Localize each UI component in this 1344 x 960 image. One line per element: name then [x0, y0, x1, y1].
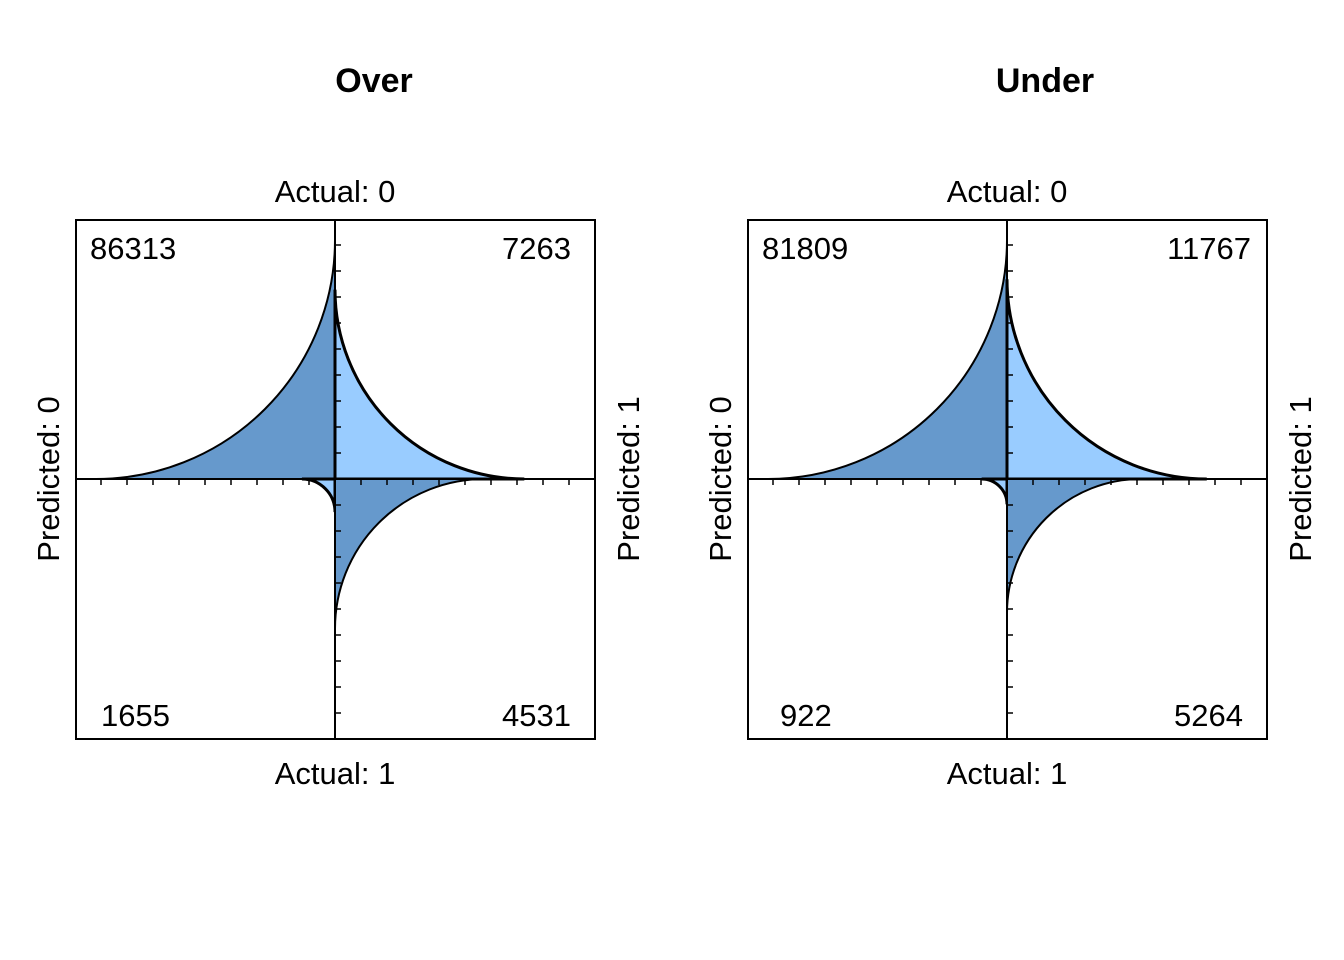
count-bottom-left: 1655: [101, 698, 170, 733]
chart-title: Under: [996, 62, 1094, 100]
quarter-bottom-left: [981, 477, 1009, 505]
count-top-right: 11767: [1167, 231, 1251, 266]
row-label-right: Predicted: 1: [1283, 396, 1318, 561]
col-label-top: Actual: 0: [947, 174, 1068, 209]
col-label-bottom: Actual: 1: [275, 756, 396, 791]
quarter-circles: [95, 239, 525, 629]
fourfold-panel-over: Over Actual: 0 Actual: 1 Predicted: 0 Pr…: [31, 62, 646, 791]
quarter-top-left: [95, 239, 336, 480]
col-label-top: Actual: 0: [275, 174, 396, 209]
quarter-top-right: [1005, 279, 1207, 481]
quarter-bottom-right: [334, 478, 485, 629]
axis-ticks: [100, 244, 570, 714]
col-label-bottom: Actual: 1: [947, 756, 1068, 791]
row-label-left: Predicted: 0: [703, 396, 738, 561]
count-top-left: 86313: [90, 231, 176, 266]
quarter-top-right: [333, 289, 525, 481]
fourfold-panel-under: Under Actual: 0 Actual: 1 Predicted: 0 P…: [703, 62, 1318, 791]
quarter-circles: [767, 239, 1207, 613]
row-label-right: Predicted: 1: [611, 396, 646, 561]
row-label-left: Predicted: 0: [31, 396, 66, 561]
quarter-bottom-right: [1006, 478, 1141, 613]
count-bottom-right: 5264: [1174, 698, 1243, 733]
chart-title: Over: [335, 62, 413, 100]
axis-ticks: [772, 244, 1242, 714]
quarter-top-left: [767, 239, 1008, 480]
count-bottom-right: 4531: [502, 698, 571, 733]
quarter-bottom-left: [301, 477, 337, 513]
count-top-left: 81809: [762, 231, 848, 266]
count-top-right: 7263: [502, 231, 571, 266]
count-bottom-left: 922: [780, 698, 832, 733]
